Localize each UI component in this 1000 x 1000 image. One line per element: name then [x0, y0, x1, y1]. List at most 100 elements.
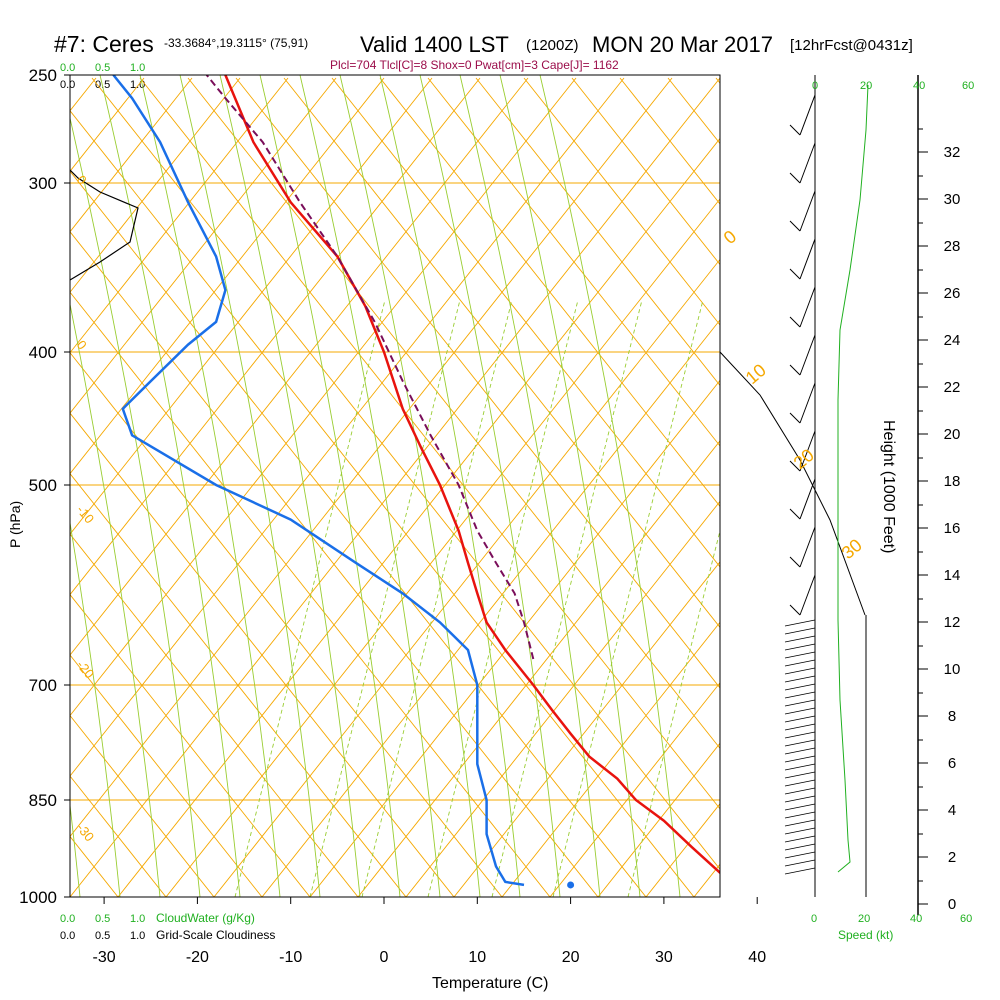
wind-barb-low: [784, 723, 816, 731]
wind-barb-feather: [789, 316, 801, 328]
y-axis-label: P (hPa): [7, 501, 23, 548]
isotherm-label: 20: [790, 445, 818, 473]
p-tick-label: 500: [29, 476, 57, 495]
wind-barb-staff: [799, 382, 816, 424]
wind-barb-low: [784, 843, 816, 851]
wind-barb-low: [784, 827, 816, 835]
dry-adiabat-line: [70, 533, 359, 897]
speed-top-20: 20: [860, 80, 872, 92]
isotherm-line: [261, 319, 720, 897]
dry-adiabat-line: [70, 351, 503, 897]
p-tick-label: 300: [29, 174, 57, 193]
plot-frame: [69, 74, 721, 898]
wind-barb-low: [784, 627, 816, 635]
wind-barb-feather: [789, 172, 801, 184]
isotherm-line: [70, 77, 625, 777]
isotherm-line: [70, 77, 433, 535]
bottom-black-1: 0.5: [95, 930, 110, 942]
wind-barb-staff: [799, 286, 816, 328]
wind-barb-feather: [789, 364, 801, 376]
p-ticks: 250 300 400 500 700 850 1000: [19, 66, 70, 907]
p-tick-label: 850: [29, 791, 57, 810]
utc-text: (1200Z): [526, 37, 579, 54]
height-tick-label: 18: [944, 473, 961, 490]
wind-barb-low: [784, 619, 816, 627]
isotherm-line: [70, 77, 193, 233]
wind-barb-low: [784, 699, 816, 707]
series-dewpoint: [112, 75, 525, 887]
indices-text: Plcl=704 Tlcl[C]=8 Shox=0 Pwat[cm]=3 Cap…: [330, 58, 619, 72]
moist-adiabat-line: [299, 75, 441, 897]
isotherm-line: [165, 198, 720, 897]
isotherm-line: [453, 561, 720, 897]
wind-barb-low: [784, 787, 816, 795]
wind-barb-low: [784, 675, 816, 683]
dry-adiabat-line: [70, 230, 599, 897]
wind-barb-low: [784, 851, 816, 859]
series-parcel: [205, 75, 535, 660]
wind-barb-feather: [789, 604, 801, 616]
height-tick-label: 8: [948, 708, 956, 725]
wind-barb-low: [784, 715, 816, 723]
isotherm-line: [70, 77, 385, 475]
coords-text: -33.3684°,19.3115° (75,91): [164, 36, 308, 50]
isotherm-line: [70, 77, 529, 656]
mixing-ratio-label: 20: [613, 896, 634, 917]
wind-barb-low: [784, 835, 816, 843]
isotherm-line: [357, 440, 720, 897]
wind-barb-staff: [799, 430, 816, 472]
mixing-ratio-line: [427, 299, 579, 897]
moist-adiabat-line: [99, 75, 241, 897]
dry-adiabat-line: [283, 77, 720, 629]
wind-barb-feather: [789, 124, 801, 136]
wind-barb-low: [784, 683, 816, 691]
dry-adiabat-line: [812, 78, 1000, 897]
isotherm-line: [213, 258, 720, 897]
wind-barb-staff: [799, 94, 816, 136]
speed-top-40: 40: [913, 80, 925, 92]
x-axis-label: Temperature (C): [432, 975, 548, 992]
adiabat-label: 0: [74, 337, 90, 352]
speed-top-60: 60: [962, 80, 974, 92]
wind-barb-feather: [789, 460, 801, 472]
dry-adiabat-line: [0, 78, 22, 897]
wind-barb-low: [784, 859, 816, 867]
moist-adiabat-line: [179, 75, 321, 897]
station-title: #7: Ceres: [54, 31, 154, 57]
x-tick-label: 20: [562, 949, 580, 966]
wind-barb-low: [784, 643, 816, 651]
height-tick-label: 2: [948, 849, 956, 866]
wind-barb-low: [784, 867, 816, 875]
moist-adiabat-line: [70, 302, 161, 897]
wind-barb-feather: [789, 412, 801, 424]
isotherm-line: [70, 77, 289, 354]
wind-barb-low: [784, 795, 816, 803]
dry-adiabat-line: [571, 77, 720, 266]
mixing-ratio-label: 3: [347, 902, 363, 917]
height-tick-label: 28: [944, 238, 961, 255]
isotherm-line: [742, 78, 1000, 897]
dry-adiabat-line: [70, 593, 311, 897]
isotherm-line: [309, 379, 720, 897]
wind-barb-low: [784, 755, 816, 763]
isotherm-line: [70, 77, 337, 414]
wind-barb-staff: [799, 334, 816, 376]
isotherm-line: [70, 77, 720, 897]
dry-adiabat-line: [70, 472, 407, 897]
height-tick-label: 32: [944, 144, 961, 161]
height-tick-label: 14: [944, 567, 961, 584]
wind-barb-low: [784, 779, 816, 787]
x-tick-label: -10: [279, 949, 302, 966]
top-scale-green-2: 1.0: [130, 62, 145, 74]
mixing-ratio-line: [361, 299, 513, 897]
moist-adiabat-line: [139, 75, 281, 897]
height-tick-label: 20: [944, 426, 961, 443]
top-scale-green-1: 0.5: [95, 62, 110, 74]
speed-bottom-40: 40: [910, 913, 922, 925]
dry-adiabat-line: [523, 77, 720, 326]
mixing-ratio-line: [491, 299, 643, 897]
height-tick-label: 0: [948, 896, 956, 913]
fcst-text: [12hrFcst@0431z]: [790, 37, 913, 54]
mixing-ratio-label: 2: [295, 902, 311, 917]
x-ticks: -30 -20 -10 0 10 20 30 40: [93, 897, 766, 966]
